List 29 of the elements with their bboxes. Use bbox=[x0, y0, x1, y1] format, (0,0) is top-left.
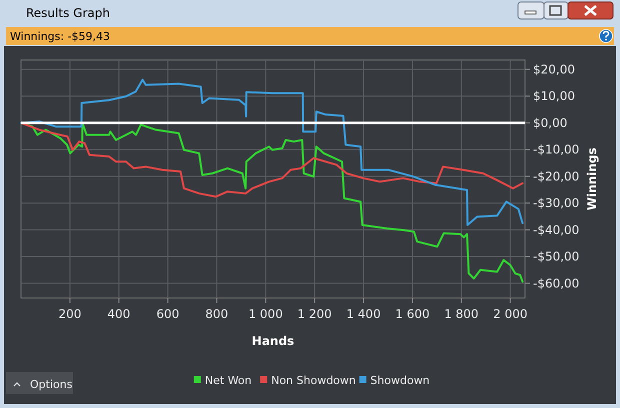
y-tick-label: -$20,00 bbox=[533, 169, 580, 184]
text: Options bbox=[30, 378, 73, 391]
legend-label: Non Showdown bbox=[271, 374, 356, 387]
y-tick-label: -$10,00 bbox=[533, 142, 580, 157]
chart-title: Results Graph bbox=[26, 6, 110, 20]
x-tick-label: 2 000 bbox=[493, 307, 528, 321]
y-tick-label: $10,00 bbox=[533, 89, 575, 104]
x-tick-label: 400 bbox=[107, 307, 130, 321]
y-tick-label: $20,00 bbox=[533, 62, 575, 76]
legend-label: Net Won bbox=[204, 374, 252, 387]
y-tick-label: -$40,00 bbox=[533, 222, 580, 237]
y-tick-label: -$30,00 bbox=[533, 196, 580, 210]
x-tick-label: 1 200 bbox=[297, 307, 332, 321]
x-tick-label: 800 bbox=[205, 307, 228, 321]
y-tick-label: $0,00 bbox=[533, 116, 568, 130]
legend-label: Showdown bbox=[370, 374, 430, 387]
y-tick-label: -$50,00 bbox=[533, 250, 580, 264]
line-series bbox=[20, 78, 524, 226]
x-axis-title: Hands bbox=[252, 334, 294, 348]
x-tick-label: 1 000 bbox=[248, 307, 283, 321]
x-tick-label: 1 400 bbox=[346, 307, 381, 321]
chart-subtitle: Winnings: -$59,43 bbox=[10, 30, 110, 43]
x-tick-label: 1 600 bbox=[395, 307, 430, 321]
x-tick-label: 600 bbox=[156, 307, 180, 321]
y-axis-title: Winnings bbox=[585, 148, 599, 210]
line-series bbox=[20, 122, 524, 198]
y-tick-label: -$60,00 bbox=[533, 276, 580, 290]
x-tick-label: 200 bbox=[58, 307, 82, 321]
x-tick-label: 1 800 bbox=[444, 307, 479, 321]
